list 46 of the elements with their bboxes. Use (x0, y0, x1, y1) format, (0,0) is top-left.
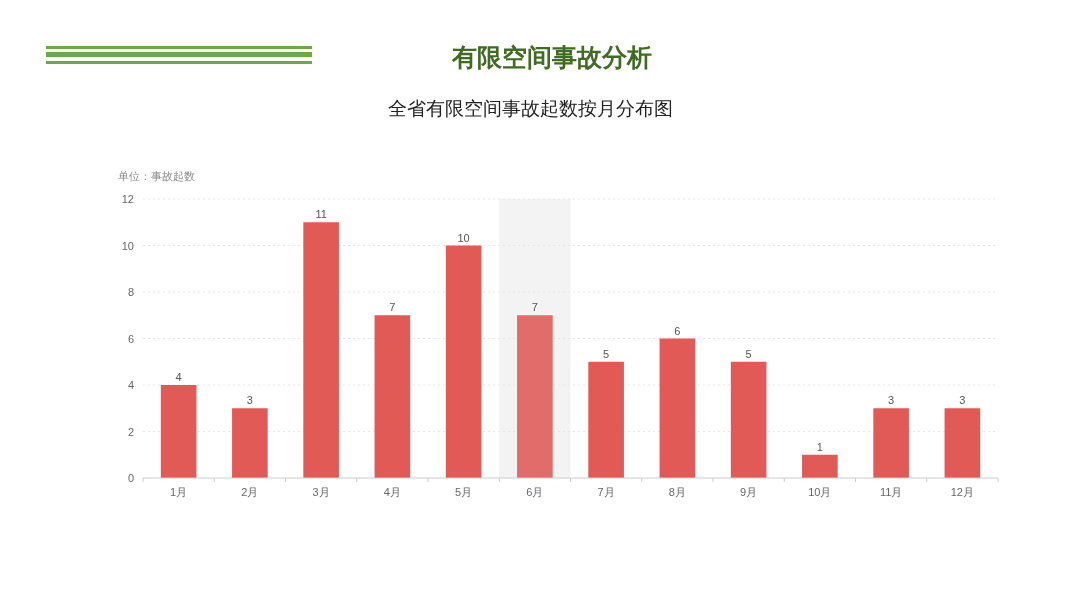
x-tick-label: 11月 (879, 486, 903, 498)
bar (730, 361, 767, 478)
data-label: 7 (389, 301, 396, 314)
y-tick-label: 6 (127, 332, 134, 345)
y-tick-label: 10 (121, 239, 134, 252)
data-label: 3 (246, 394, 253, 407)
bar (944, 408, 981, 478)
bar (873, 408, 909, 478)
bar (659, 338, 696, 478)
chart-subtitle: 全省有限空间事故起数按月分布图 (387, 98, 673, 119)
data-label: 10 (457, 231, 470, 244)
x-tick-label: 6月 (526, 486, 544, 498)
bar (588, 361, 624, 478)
y-tick-label: 0 (127, 472, 134, 484)
bar (232, 408, 268, 478)
bar (445, 245, 482, 478)
data-label: 11 (315, 208, 327, 221)
data-label: 6 (674, 324, 681, 337)
x-tick-label: 1月 (170, 486, 188, 498)
y-tick-label: 2 (127, 425, 134, 438)
x-tick-label: 4月 (383, 486, 401, 498)
x-tick-label: 7月 (597, 486, 615, 498)
x-tick-label: 2月 (241, 486, 259, 498)
bar (802, 454, 838, 478)
x-tick-label: 9月 (740, 486, 758, 498)
chart-title: 有限空间事故分析 (451, 43, 652, 71)
y-tick-label: 4 (127, 379, 134, 391)
x-tick-label: 12月 (950, 486, 974, 498)
data-label: 7 (531, 301, 538, 314)
data-label: 3 (959, 394, 966, 407)
x-tick-label: 10月 (808, 486, 832, 498)
data-label: 3 (888, 394, 895, 407)
bar (160, 385, 197, 478)
y-tick-label: 12 (121, 193, 134, 205)
y-tick-label: 8 (127, 286, 134, 298)
x-tick-label: 3月 (312, 486, 330, 498)
bar (374, 315, 411, 478)
bar (303, 222, 339, 478)
x-tick-label: 8月 (668, 486, 686, 498)
bar (517, 315, 553, 478)
data-label: 1 (816, 440, 823, 453)
data-label: 4 (175, 371, 182, 383)
x-tick-label: 5月 (455, 486, 473, 498)
y-axis-title: 单位：事故起数 (118, 170, 195, 182)
data-label: 5 (745, 347, 752, 360)
data-label: 5 (603, 347, 610, 360)
